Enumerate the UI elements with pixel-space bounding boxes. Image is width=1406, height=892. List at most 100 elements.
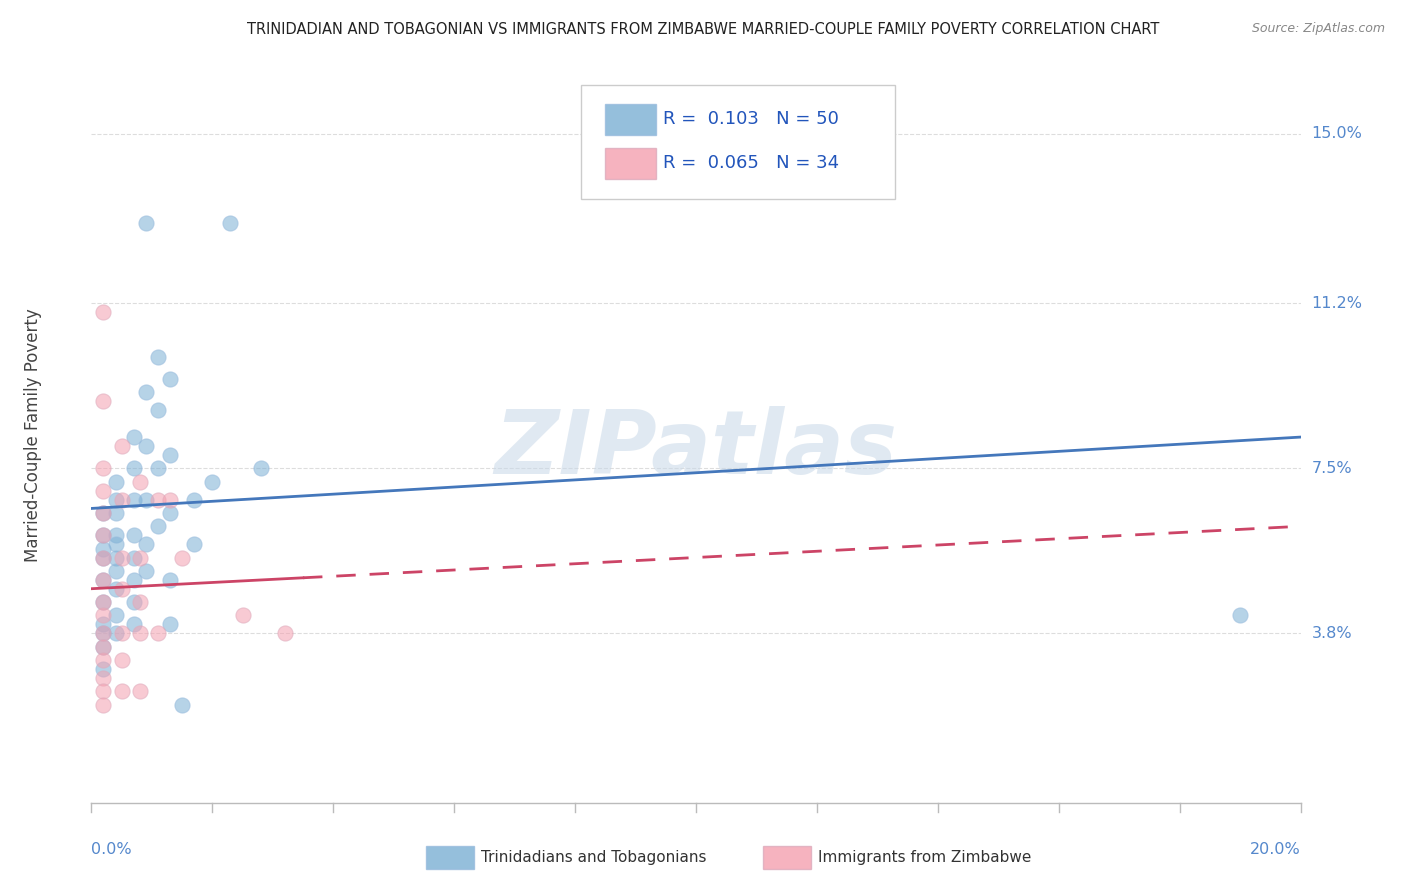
Point <box>93 640 115 654</box>
Point <box>93 653 115 667</box>
Point <box>135 537 157 551</box>
Point <box>122 461 145 475</box>
Point <box>146 492 169 507</box>
FancyBboxPatch shape <box>605 103 657 135</box>
Point <box>159 573 181 587</box>
Point <box>159 448 181 462</box>
Point <box>111 582 132 596</box>
Point <box>93 305 115 319</box>
Point <box>93 671 115 685</box>
Point <box>111 492 132 507</box>
Text: 11.2%: 11.2% <box>1312 296 1362 310</box>
Point <box>104 608 127 623</box>
Point <box>93 617 115 632</box>
Point <box>274 626 297 640</box>
Point <box>104 492 127 507</box>
Point <box>93 608 115 623</box>
Point <box>93 461 115 475</box>
Point <box>122 595 145 609</box>
Point <box>111 626 132 640</box>
Point <box>201 475 224 489</box>
Point <box>159 506 181 520</box>
Point <box>93 506 115 520</box>
Text: 15.0%: 15.0% <box>1312 127 1362 141</box>
Text: ZIPatlas: ZIPatlas <box>495 406 897 493</box>
Point <box>111 550 132 565</box>
Point <box>146 403 169 417</box>
FancyBboxPatch shape <box>605 148 657 178</box>
Point <box>135 216 157 230</box>
Text: Immigrants from Zimbabwe: Immigrants from Zimbabwe <box>818 850 1032 864</box>
Point <box>159 372 181 386</box>
Point <box>93 483 115 498</box>
Text: R =  0.103   N = 50: R = 0.103 N = 50 <box>664 110 839 128</box>
Point <box>249 461 271 475</box>
Point <box>93 528 115 542</box>
Point <box>93 528 115 542</box>
Point <box>104 537 127 551</box>
Point <box>231 608 253 623</box>
Point <box>93 506 115 520</box>
Point <box>104 528 127 542</box>
Text: 0.0%: 0.0% <box>91 842 132 856</box>
Point <box>93 640 115 654</box>
Point <box>183 492 205 507</box>
Point <box>93 662 115 676</box>
Point <box>128 595 150 609</box>
Point <box>93 550 115 565</box>
Point <box>111 439 132 453</box>
Point <box>104 582 127 596</box>
Text: R =  0.065   N = 34: R = 0.065 N = 34 <box>664 154 839 172</box>
Point <box>93 541 115 556</box>
Point <box>128 475 150 489</box>
Text: Married-Couple Family Poverty: Married-Couple Family Poverty <box>24 308 42 562</box>
Point <box>146 350 169 364</box>
Text: TRINIDADIAN AND TOBAGONIAN VS IMMIGRANTS FROM ZIMBABWE MARRIED-COUPLE FAMILY POV: TRINIDADIAN AND TOBAGONIAN VS IMMIGRANTS… <box>247 22 1159 37</box>
Point <box>146 519 169 533</box>
Point <box>111 684 132 698</box>
Point <box>1229 608 1251 623</box>
Point <box>172 698 194 712</box>
Point <box>122 617 145 632</box>
Point <box>122 573 145 587</box>
Text: 7.5%: 7.5% <box>1312 461 1353 475</box>
Point <box>159 492 181 507</box>
Point <box>104 506 127 520</box>
Point <box>172 550 194 565</box>
Point <box>93 626 115 640</box>
Point <box>104 550 127 565</box>
Point <box>93 550 115 565</box>
Point <box>135 492 157 507</box>
Text: Trinidadians and Tobagonians: Trinidadians and Tobagonians <box>481 850 706 864</box>
Point <box>111 653 132 667</box>
Point <box>219 216 242 230</box>
Point <box>128 626 150 640</box>
Point <box>104 626 127 640</box>
Point <box>128 550 150 565</box>
Point <box>183 537 205 551</box>
Point <box>104 475 127 489</box>
Point <box>159 617 181 632</box>
Point <box>93 394 115 409</box>
Point <box>122 430 145 444</box>
Text: Source: ZipAtlas.com: Source: ZipAtlas.com <box>1251 22 1385 36</box>
Point <box>104 564 127 578</box>
Point <box>93 626 115 640</box>
Point <box>146 626 169 640</box>
Point <box>93 595 115 609</box>
Point <box>93 595 115 609</box>
Point <box>146 461 169 475</box>
Point <box>135 564 157 578</box>
Point <box>93 684 115 698</box>
Point <box>93 573 115 587</box>
Point <box>93 573 115 587</box>
Point <box>122 492 145 507</box>
Text: 3.8%: 3.8% <box>1312 626 1353 640</box>
Point <box>122 528 145 542</box>
Point <box>135 385 157 400</box>
Point <box>128 684 150 698</box>
Point <box>93 698 115 712</box>
Point <box>122 550 145 565</box>
Point <box>135 439 157 453</box>
Text: 20.0%: 20.0% <box>1250 842 1301 856</box>
